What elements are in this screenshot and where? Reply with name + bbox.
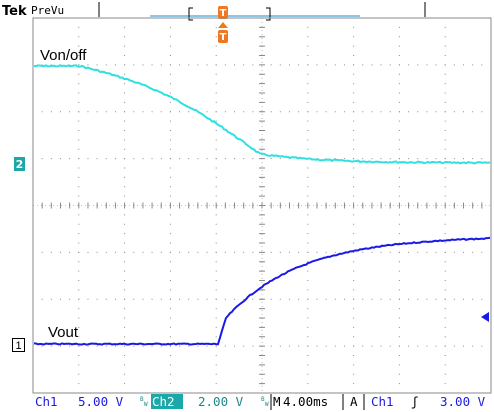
ch2-waveform <box>33 64 491 165</box>
trigger-level[interactable]: 3.00 V <box>440 394 486 409</box>
time-scale[interactable]: 4.00ms <box>283 394 328 409</box>
ch1-name[interactable]: Ch1 <box>35 394 58 409</box>
mode-label: PreVu <box>31 4 64 17</box>
trigger-position-icon[interactable]: T <box>218 22 228 43</box>
trigger-glyph-bottom: T <box>220 32 227 43</box>
top-bar: Tek PreVu T T <box>2 2 426 43</box>
ch1-waveform-label: Vout <box>48 324 79 341</box>
trigger-glyph-top: T <box>220 8 227 19</box>
readout-bar: Ch1 5.00 V B W Ch2 2.00 V B W M 4.00ms A… <box>35 394 486 410</box>
graticule <box>32 17 492 394</box>
ch2-bw-limit-icon-sub: W <box>144 401 148 408</box>
record-view-bracket-left[interactable] <box>188 7 193 21</box>
trigger-source[interactable]: Ch1 <box>371 394 394 409</box>
brand-label: Tek <box>2 4 27 19</box>
ch2-name-highlight[interactable] <box>151 394 183 409</box>
ch2-waveform-label: Von/off <box>40 47 87 64</box>
bw-limit-icon: B <box>261 396 265 403</box>
trigger-level-icon[interactable] <box>481 312 489 322</box>
ch2-marker-label: 2 <box>16 158 24 171</box>
acq-mode: A <box>350 394 358 409</box>
ch2-bw-limit-icon: B <box>140 396 144 403</box>
record-view-bracket-right[interactable] <box>266 7 271 21</box>
ch1-waveform <box>33 236 491 346</box>
bw-limit-icon-sub: W <box>265 401 269 408</box>
time-prefix: M <box>273 394 281 409</box>
trigger-position-icon[interactable]: T <box>218 6 228 19</box>
ch1-ground-marker[interactable]: 1 <box>12 338 25 353</box>
ch2-name[interactable]: Ch2 <box>152 394 175 409</box>
ch1-marker-label: 1 <box>15 340 21 352</box>
ch2-scale[interactable]: 2.00 V <box>198 394 244 409</box>
ch1-scale[interactable]: 5.00 V <box>78 394 124 409</box>
trigger-slope-icon[interactable]: ʃ <box>411 394 419 409</box>
ch2-ground-marker[interactable]: 2 <box>14 157 25 171</box>
